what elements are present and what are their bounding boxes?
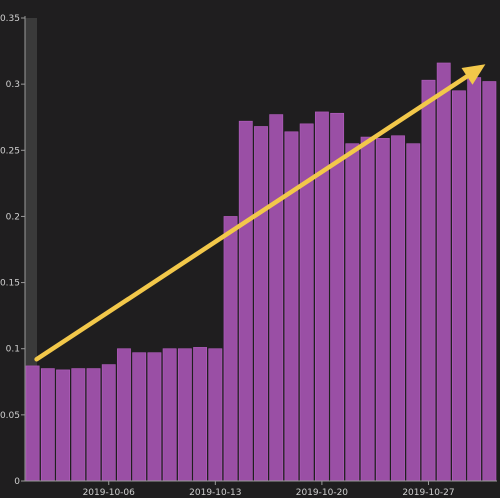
bar-2019-10-28 bbox=[436, 62, 451, 482]
y-tick-label: 0.2 bbox=[6, 212, 20, 222]
x-tick-label: 2019-10-13 bbox=[189, 488, 241, 498]
bar-2019-10-31 bbox=[482, 81, 497, 482]
y-tick-label: 0.05 bbox=[0, 411, 20, 421]
bar-2019-10-05 bbox=[86, 368, 101, 482]
y-tick-label: 0.3 bbox=[6, 80, 20, 90]
y-tick-label: 0.25 bbox=[0, 146, 20, 156]
bar-2019-10-18 bbox=[284, 131, 299, 482]
bar-2019-10-23 bbox=[360, 136, 375, 482]
bar-2019-10-26 bbox=[406, 143, 421, 482]
bar-2019-10-08 bbox=[132, 352, 147, 482]
bar-2019-10-17 bbox=[269, 114, 284, 482]
bar-2019-10-02 bbox=[40, 368, 55, 482]
trend-arrow bbox=[34, 64, 486, 362]
x-axis: 2019-10-06 2019-10-13 2019-10-20 2019-10-27 bbox=[25, 480, 497, 498]
bar-2019-10-09 bbox=[147, 352, 162, 482]
x-tick-label: 2019-10-20 bbox=[296, 488, 349, 498]
bar-2019-10-21 bbox=[330, 112, 345, 482]
bar-2019-10-11 bbox=[177, 348, 192, 482]
bar-2019-10-16 bbox=[254, 126, 268, 482]
bar-2019-10-29 bbox=[452, 90, 466, 482]
y-tick-label: 0.1 bbox=[6, 345, 20, 355]
bar-2019-10-15 bbox=[238, 120, 253, 482]
x-tick-label: 2019-10-06 bbox=[83, 488, 136, 498]
bar-2019-10-07 bbox=[117, 348, 131, 482]
x-tick-label: 2019-10-27 bbox=[402, 488, 454, 498]
bar-2019-10-24 bbox=[375, 138, 390, 482]
bar-2019-10-04 bbox=[71, 368, 86, 482]
y-axis: 0 0.05 0.1 0.15 0.2 0.25 0.3 0.35 bbox=[0, 14, 26, 487]
bar-2019-10-06 bbox=[101, 364, 116, 482]
bar-2019-10-25 bbox=[391, 135, 405, 482]
bars-group bbox=[25, 62, 497, 482]
bar-2019-10-12 bbox=[193, 347, 208, 482]
bar-2019-10-14 bbox=[223, 216, 238, 482]
bar-2019-10-10 bbox=[162, 348, 177, 482]
y-tick-label: 0.35 bbox=[0, 14, 20, 24]
y-tick-label: 0.15 bbox=[0, 279, 20, 289]
bar-2019-10-13 bbox=[208, 348, 223, 482]
bar-2019-10-01 bbox=[25, 365, 40, 482]
trend-arrow-head bbox=[461, 64, 486, 85]
left-scroll-band bbox=[25, 18, 37, 481]
trend-arrow-shaft bbox=[34, 74, 470, 362]
bar-2019-10-03 bbox=[56, 369, 70, 482]
bar-2019-10-27 bbox=[421, 79, 436, 482]
bar-2019-10-22 bbox=[345, 143, 360, 482]
y-tick-label: 0 bbox=[14, 477, 20, 487]
bar-2019-10-30 bbox=[467, 77, 482, 482]
